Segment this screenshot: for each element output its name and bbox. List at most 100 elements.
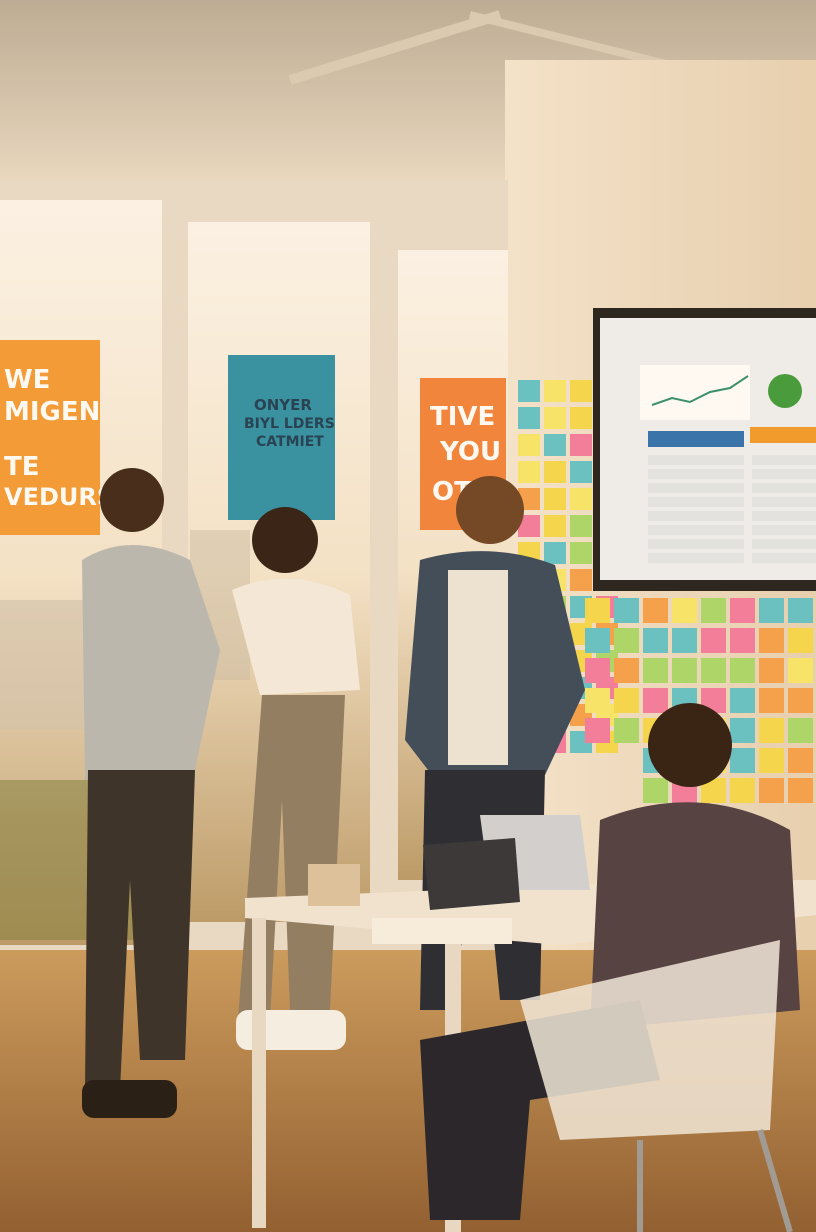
screen-bar <box>750 427 816 443</box>
poster-text: TIVE <box>430 402 495 432</box>
screen-row <box>648 455 744 465</box>
screen-row <box>752 455 816 465</box>
screen-row <box>648 497 744 507</box>
screen-row <box>752 539 816 549</box>
sticky-note <box>788 688 813 713</box>
shoes <box>82 1080 177 1118</box>
sticky-note <box>518 380 540 402</box>
screen-row <box>752 511 816 521</box>
sticky-note <box>730 658 755 683</box>
sticky-note <box>585 658 610 683</box>
poster-text: MIGEN <box>4 397 100 427</box>
poster-text: WE <box>4 365 50 395</box>
screen-row <box>648 483 744 493</box>
sticky-note <box>614 628 639 653</box>
sticky-note <box>570 488 592 510</box>
trousers <box>85 770 195 1090</box>
sticky-note <box>518 434 540 456</box>
sticky-note <box>759 598 784 623</box>
tv-screen <box>600 318 816 580</box>
chair-leg <box>757 1129 793 1232</box>
sticky-note <box>672 628 697 653</box>
blouse <box>232 578 360 695</box>
screen-row <box>648 469 744 479</box>
sticky-note <box>570 515 592 537</box>
screen-row <box>648 553 744 563</box>
sticky-note <box>614 658 639 683</box>
screen-row <box>752 525 816 535</box>
sticky-note <box>544 488 566 510</box>
sticky-note <box>585 598 610 623</box>
sticky-note <box>614 598 639 623</box>
sticky-note <box>788 658 813 683</box>
sticky-note <box>730 778 755 803</box>
chair <box>520 940 780 1140</box>
head <box>252 507 318 573</box>
sticky-note <box>788 718 813 743</box>
shirt <box>82 545 220 780</box>
sticky-note <box>759 718 784 743</box>
sticky-note <box>544 380 566 402</box>
sticky-note <box>544 407 566 429</box>
sticky-note <box>759 658 784 683</box>
sticky-note <box>672 598 697 623</box>
screen-bar <box>648 431 744 447</box>
screen-row <box>752 469 816 479</box>
screen-line <box>651 375 749 406</box>
screen-row <box>752 497 816 507</box>
sticky-note <box>701 598 726 623</box>
head <box>456 476 524 544</box>
sticky-note <box>643 778 668 803</box>
screen-row <box>752 483 816 493</box>
sticky-note <box>570 407 592 429</box>
screen-chart <box>640 365 750 420</box>
sticky-note <box>570 461 592 483</box>
sticky-note <box>730 688 755 713</box>
poster-text: ONYER <box>254 396 312 414</box>
sticky-note <box>759 688 784 713</box>
sticky-note <box>788 628 813 653</box>
sticky-note <box>544 515 566 537</box>
sticky-note <box>585 628 610 653</box>
screen-row <box>648 525 744 535</box>
sticky-note <box>544 461 566 483</box>
screen-badge <box>768 374 802 408</box>
poster-text: YOU <box>439 437 501 467</box>
sticky-note <box>570 542 592 564</box>
screen-row <box>648 511 744 521</box>
sticky-note <box>643 688 668 713</box>
sticky-note <box>643 628 668 653</box>
sticky-note <box>788 598 813 623</box>
screen-row <box>648 539 744 549</box>
sticky-note <box>570 380 592 402</box>
poster <box>228 355 335 520</box>
sticky-note <box>585 718 610 743</box>
sticky-note <box>759 748 784 773</box>
sticky-note <box>730 598 755 623</box>
sticky-note <box>570 569 592 591</box>
sticky-note <box>518 515 540 537</box>
head <box>648 703 732 787</box>
sticky-note <box>730 628 755 653</box>
sticky-note <box>701 628 726 653</box>
sticky-note <box>788 748 813 773</box>
mug <box>308 864 360 906</box>
sticky-note <box>518 407 540 429</box>
notebook <box>372 918 512 944</box>
pipe <box>288 10 502 85</box>
laptop <box>423 838 520 910</box>
poster-text: BIYL LDERS <box>244 416 335 432</box>
sticky-note <box>544 542 566 564</box>
sticky-note <box>544 434 566 456</box>
sticky-note <box>643 658 668 683</box>
screen-row <box>752 553 816 563</box>
head <box>100 468 164 532</box>
t-shirt <box>448 570 508 765</box>
sticky-note <box>730 748 755 773</box>
poster-text: VEDURS <box>4 483 114 511</box>
sticky-note <box>672 658 697 683</box>
sticky-note <box>518 461 540 483</box>
